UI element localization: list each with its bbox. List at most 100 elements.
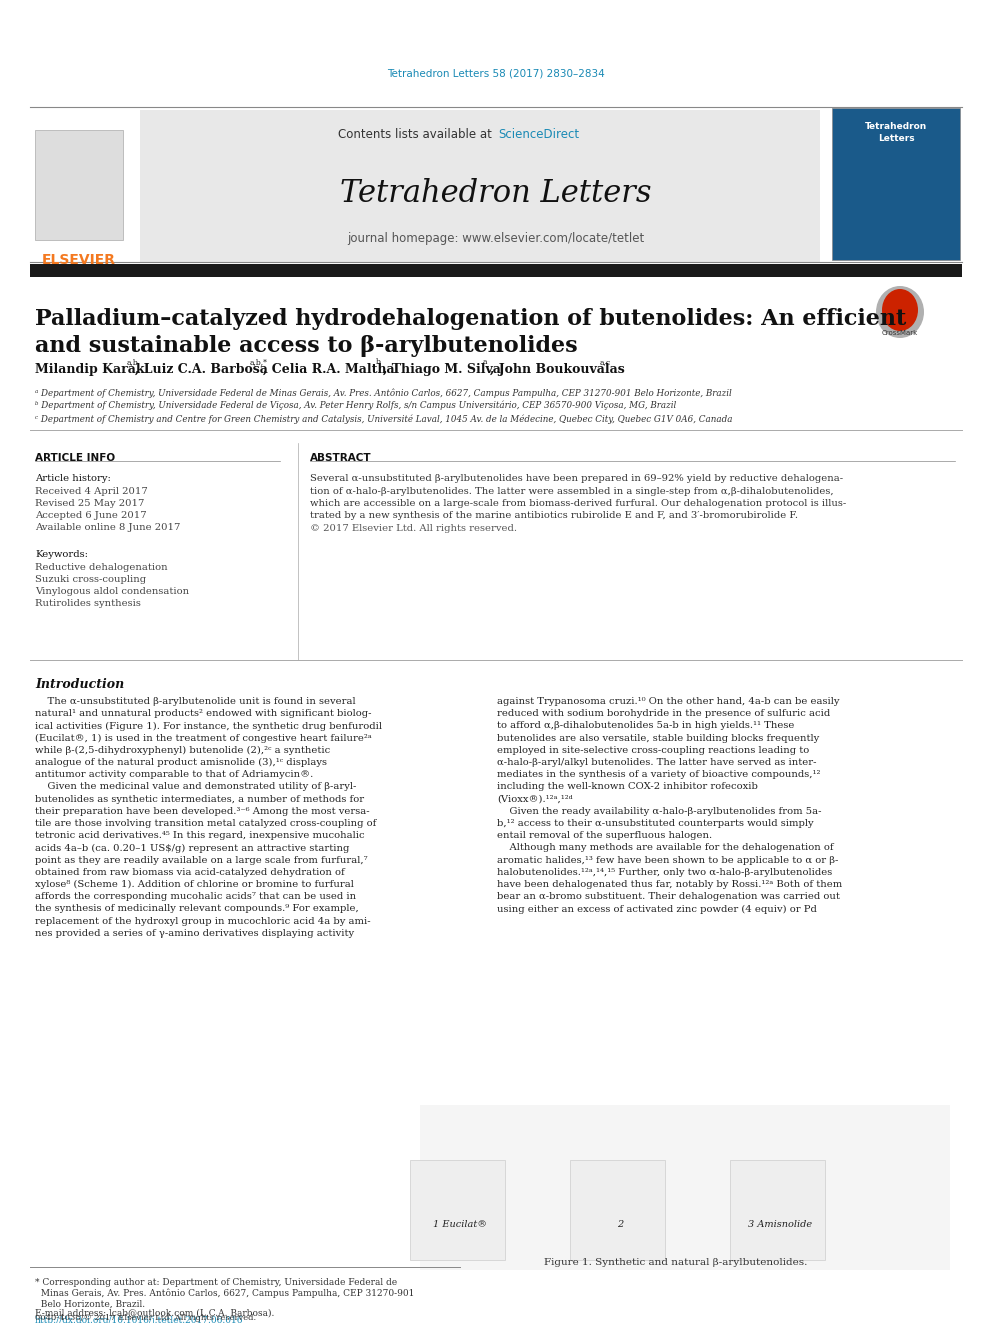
- Text: have been dehalogenated thus far, notably by Rossi.¹²ᵃ Both of them: have been dehalogenated thus far, notabl…: [497, 880, 842, 889]
- Text: halobutenolides.¹²ᵃ,¹⁴,¹⁵ Further, only two α-halo-β-arylbutenolides: halobutenolides.¹²ᵃ,¹⁴,¹⁵ Further, only …: [497, 868, 832, 877]
- Text: analogue of the natural product amisnolide (3),¹ᶜ displays: analogue of the natural product amisnoli…: [35, 758, 327, 767]
- Text: b: b: [376, 359, 381, 366]
- Text: Belo Horizonte, Brazil.: Belo Horizonte, Brazil.: [35, 1301, 145, 1308]
- Text: tion of α-halo-β-arylbutenolides. The latter were assembled in a single-step fro: tion of α-halo-β-arylbutenolides. The la…: [310, 487, 833, 496]
- Text: Figure 1. Synthetic and natural β-arylbutenolides.: Figure 1. Synthetic and natural β-arylbu…: [545, 1258, 807, 1267]
- Text: Received 4 April 2017: Received 4 April 2017: [35, 487, 148, 496]
- Text: Several α-unsubstituted β-arylbutenolides have been prepared in 69–92% yield by : Several α-unsubstituted β-arylbutenolide…: [310, 474, 843, 483]
- Text: their preparation have been developed.³⁻⁶ Among the most versa-: their preparation have been developed.³⁻…: [35, 807, 370, 816]
- Text: Tetrahedron Letters 58 (2017) 2830–2834: Tetrahedron Letters 58 (2017) 2830–2834: [387, 67, 605, 78]
- Bar: [35, 130, 123, 239]
- Text: Accepted 6 June 2017: Accepted 6 June 2017: [35, 511, 147, 520]
- Text: butenolides are also versatile, stable building blocks frequently: butenolides are also versatile, stable b…: [497, 733, 819, 742]
- Text: replacement of the hydroxyl group in mucochloric acid 4a by ami-: replacement of the hydroxyl group in muc…: [35, 917, 371, 926]
- Text: mediates in the synthesis of a variety of bioactive compounds,¹²: mediates in the synthesis of a variety o…: [497, 770, 820, 779]
- Text: α-halo-β-aryl/alkyl butenolides. The latter have served as inter-: α-halo-β-aryl/alkyl butenolides. The lat…: [497, 758, 816, 767]
- Text: point as they are readily available on a large scale from furfural,⁷: point as they are readily available on a…: [35, 856, 368, 865]
- Text: Given the ready availability α-halo-β-arylbutenolides from 5a-: Given the ready availability α-halo-β-ar…: [497, 807, 821, 816]
- Text: a,b: a,b: [127, 359, 139, 366]
- Text: ABSTRACT: ABSTRACT: [310, 452, 372, 463]
- Text: , Luiz C.A. Barbosa: , Luiz C.A. Barbosa: [135, 363, 268, 376]
- Text: Vinylogous aldol condensation: Vinylogous aldol condensation: [35, 587, 189, 595]
- Text: E-mail address: lcab@outlook.com (L.C.A. Barbosa).: E-mail address: lcab@outlook.com (L.C.A.…: [35, 1308, 275, 1316]
- Bar: [410, 1160, 505, 1259]
- Text: Available online 8 June 2017: Available online 8 June 2017: [35, 523, 181, 532]
- Text: against Trypanosoma cruzi.¹⁰ On the other hand, 4a-b can be easily: against Trypanosoma cruzi.¹⁰ On the othe…: [497, 697, 839, 706]
- Text: nes provided a series of γ-amino derivatives displaying activity: nes provided a series of γ-amino derivat…: [35, 929, 354, 938]
- Text: (Eucilat®, 1) is used in the treatment of congestive heart failure²ᵃ: (Eucilat®, 1) is used in the treatment o…: [35, 733, 372, 742]
- Text: Suzuki cross-coupling: Suzuki cross-coupling: [35, 576, 146, 583]
- Text: 0040-4038/© 2017 Elsevier Ltd. All rights reserved.: 0040-4038/© 2017 Elsevier Ltd. All right…: [35, 1314, 256, 1322]
- Text: Rutirolides synthesis: Rutirolides synthesis: [35, 599, 141, 609]
- Text: ᵃ Department of Chemistry, Universidade Federal de Minas Gerais, Av. Pres. Antôn: ᵃ Department of Chemistry, Universidade …: [35, 388, 732, 397]
- Text: a: a: [483, 359, 487, 366]
- Text: a,b,*: a,b,*: [250, 359, 268, 366]
- Text: , Celia R.A. Maltha: , Celia R.A. Maltha: [263, 363, 395, 376]
- Text: Contents lists available at: Contents lists available at: [338, 128, 496, 142]
- Text: , John Boukouvalas: , John Boukouvalas: [490, 363, 625, 376]
- Bar: [570, 1160, 665, 1259]
- Bar: [730, 1160, 825, 1259]
- Text: (Vioxx®).¹²ᵃ,¹²ᵈ: (Vioxx®).¹²ᵃ,¹²ᵈ: [497, 795, 572, 803]
- Bar: [140, 110, 820, 262]
- Text: The α-unsubstituted β-arylbutenolide unit is found in several: The α-unsubstituted β-arylbutenolide uni…: [35, 697, 355, 706]
- Text: Tetrahedron: Tetrahedron: [865, 122, 928, 131]
- Text: Introduction: Introduction: [35, 677, 124, 691]
- Text: Palladium–catalyzed hydrodehalogenation of butenolides: An efficient: Palladium–catalyzed hydrodehalogenation …: [35, 308, 907, 329]
- Text: obtained from raw biomass via acid-catalyzed dehydration of: obtained from raw biomass via acid-catal…: [35, 868, 345, 877]
- Text: and sustainable access to β-arylbutenolides: and sustainable access to β-arylbutenoli…: [35, 335, 577, 357]
- Text: reduced with sodium borohydride in the presence of sulfuric acid: reduced with sodium borohydride in the p…: [497, 709, 830, 718]
- Text: tile are those involving transition metal catalyzed cross-coupling of: tile are those involving transition meta…: [35, 819, 376, 828]
- Text: Given the medicinal value and demonstrated utility of β-aryl-: Given the medicinal value and demonstrat…: [35, 782, 356, 791]
- Text: Keywords:: Keywords:: [35, 550, 88, 560]
- Bar: [832, 108, 960, 261]
- Text: Revised 25 May 2017: Revised 25 May 2017: [35, 499, 145, 508]
- Text: ᶜ Department of Chemistry and Centre for Green Chemistry and Catalysis, Universi: ᶜ Department of Chemistry and Centre for…: [35, 414, 732, 423]
- Text: Minas Gerais, Av. Pres. Antônio Carlos, 6627, Campus Pampulha, CEP 31270-901: Minas Gerais, Av. Pres. Antônio Carlos, …: [35, 1289, 415, 1298]
- Text: Milandip Karak: Milandip Karak: [35, 363, 145, 376]
- Text: Although many methods are available for the dehalogenation of: Although many methods are available for …: [497, 843, 833, 852]
- Text: CrossMark: CrossMark: [882, 329, 919, 336]
- Text: ᵇ Department of Chemistry, Universidade Federal de Viçosa, Av. Peter Henry Rolfs: ᵇ Department of Chemistry, Universidade …: [35, 401, 677, 410]
- Ellipse shape: [882, 288, 918, 331]
- Text: ELSEVIER: ELSEVIER: [42, 253, 116, 267]
- Text: ical activities (Figure 1). For instance, the synthetic drug benfurodil: ical activities (Figure 1). For instance…: [35, 721, 382, 730]
- Text: bear an α-bromo substituent. Their dehalogenation was carried out: bear an α-bromo substituent. Their dehal…: [497, 892, 840, 901]
- Text: entail removal of the superfluous halogen.: entail removal of the superfluous haloge…: [497, 831, 712, 840]
- Text: Article history:: Article history:: [35, 474, 111, 483]
- Text: to afford α,β-dihalobutenolides 5a-b in high yields.¹¹ These: to afford α,β-dihalobutenolides 5a-b in …: [497, 721, 795, 730]
- Text: ScienceDirect: ScienceDirect: [498, 128, 579, 142]
- Text: acids 4a–b (ca. 0.20–1 US$/g) represent an attractive starting: acids 4a–b (ca. 0.20–1 US$/g) represent …: [35, 843, 349, 852]
- Text: ARTICLE INFO: ARTICLE INFO: [35, 452, 115, 463]
- Text: using either an excess of activated zinc powder (4 equiv) or Pd: using either an excess of activated zinc…: [497, 905, 816, 913]
- Text: * Corresponding author at: Department of Chemistry, Universidade Federal de: * Corresponding author at: Department of…: [35, 1278, 397, 1287]
- Text: the synthesis of medicinally relevant compounds.⁹ For example,: the synthesis of medicinally relevant co…: [35, 905, 359, 913]
- Text: © 2017 Elsevier Ltd. All rights reserved.: © 2017 Elsevier Ltd. All rights reserved…: [310, 524, 517, 533]
- Text: which are accessible on a large-scale from biomass-derived furfural. Our dehalog: which are accessible on a large-scale fr…: [310, 499, 846, 508]
- Text: 2: 2: [617, 1220, 623, 1229]
- Text: including the well-known COX-2 inhibitor rofecoxib: including the well-known COX-2 inhibitor…: [497, 782, 758, 791]
- Text: trated by a new synthesis of the marine antibiotics rubirolide E and F, and 3′-b: trated by a new synthesis of the marine …: [310, 512, 798, 520]
- Text: Letters: Letters: [878, 134, 915, 143]
- Text: 1 Eucilat®: 1 Eucilat®: [433, 1220, 487, 1229]
- Ellipse shape: [876, 286, 924, 337]
- Text: while β-(2,5-dihydroxyphenyl) butenolide (2),²ᶜ a synthetic: while β-(2,5-dihydroxyphenyl) butenolide…: [35, 746, 330, 755]
- Text: butenolides as synthetic intermediates, a number of methods for: butenolides as synthetic intermediates, …: [35, 795, 364, 803]
- Text: Reductive dehalogenation: Reductive dehalogenation: [35, 564, 168, 572]
- Text: affords the corresponding mucohalic acids⁷ that can be used in: affords the corresponding mucohalic acid…: [35, 892, 356, 901]
- Text: 3 Amisnolide: 3 Amisnolide: [748, 1220, 812, 1229]
- Text: employed in site-selective cross-coupling reactions leading to: employed in site-selective cross-couplin…: [497, 746, 809, 755]
- Text: aromatic halides,¹³ few have been shown to be applicable to α or β-: aromatic halides,¹³ few have been shown …: [497, 856, 838, 865]
- Bar: [30, 265, 962, 277]
- Text: antitumor activity comparable to that of Adriamycin®.: antitumor activity comparable to that of…: [35, 770, 313, 779]
- Text: b,¹² access to their α-unsubstituted counterparts would simply: b,¹² access to their α-unsubstituted cou…: [497, 819, 813, 828]
- Text: journal homepage: www.elsevier.com/locate/tetlet: journal homepage: www.elsevier.com/locat…: [347, 232, 645, 245]
- Text: , Thiago M. Silva: , Thiago M. Silva: [383, 363, 501, 376]
- Bar: [420, 1105, 950, 1270]
- Text: xylose⁸ (Scheme 1). Addition of chlorine or bromine to furfural: xylose⁸ (Scheme 1). Addition of chlorine…: [35, 880, 354, 889]
- Text: http://dx.doi.org/10.1016/j.tetlet.2017.06.016: http://dx.doi.org/10.1016/j.tetlet.2017.…: [35, 1316, 243, 1323]
- Text: a,c: a,c: [600, 359, 611, 366]
- Text: tetronic acid derivatives.⁴⁵ In this regard, inexpensive mucohalic: tetronic acid derivatives.⁴⁵ In this reg…: [35, 831, 365, 840]
- Text: Tetrahedron Letters: Tetrahedron Letters: [340, 179, 652, 209]
- Text: natural¹ and unnatural products² endowed with significant biolog-: natural¹ and unnatural products² endowed…: [35, 709, 371, 718]
